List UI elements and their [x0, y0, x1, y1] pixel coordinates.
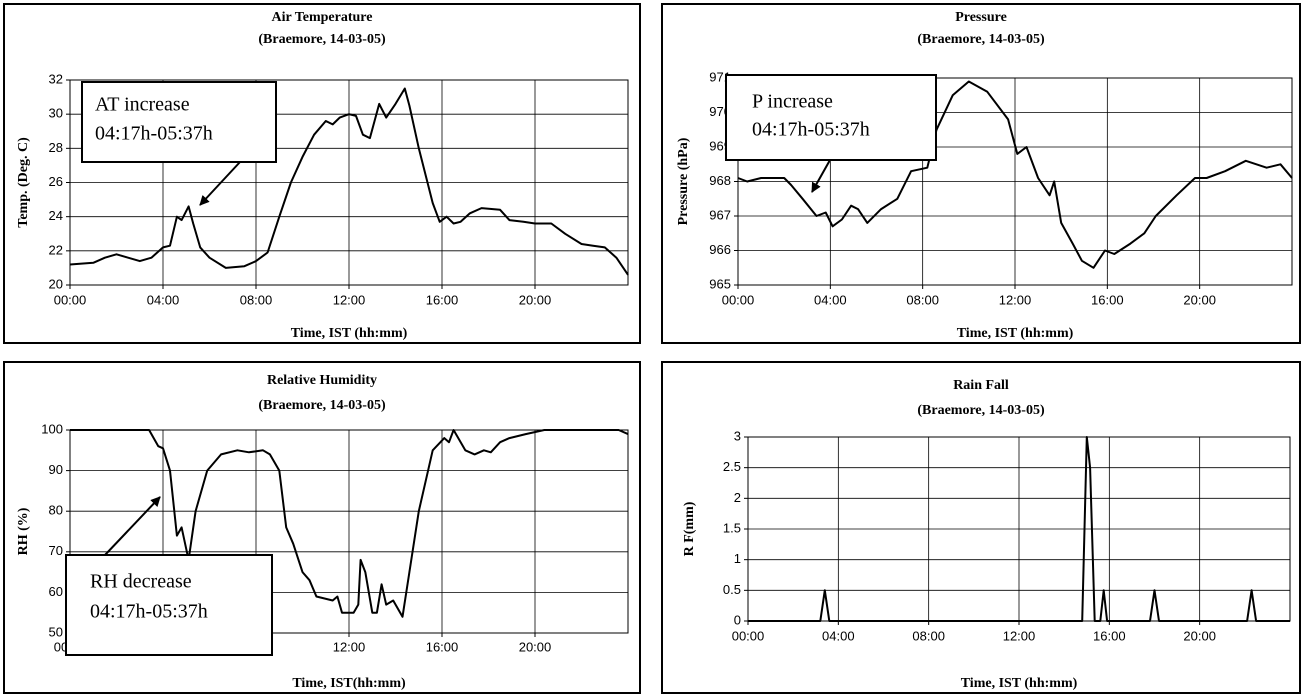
chart-subtitle: (Braemore, 14-03-05) [917, 32, 1045, 47]
y-tick-label: 968 [709, 173, 731, 188]
y-tick-label: 965 [709, 276, 731, 291]
x-tick-label: 12:00 [333, 639, 366, 654]
y-tick-label: 30 [49, 106, 63, 121]
x-tick-label: 12:00 [333, 292, 366, 307]
panel-border [3, 3, 641, 344]
x-tick-label: 00:00 [722, 292, 755, 307]
annotation-arrow [199, 161, 241, 206]
annotation-text: RH decrease [90, 571, 192, 593]
annotation-text: 04:17h-05:37h [90, 601, 208, 623]
x-tick-label: 20:00 [1183, 628, 1216, 643]
y-tick-label: 2 [734, 490, 741, 505]
annotation-text: 04:17h-05:37h [95, 123, 213, 145]
panel-border [661, 3, 1301, 344]
y-tick-label: 0.5 [723, 582, 741, 597]
x-tick-label: 16:00 [426, 292, 459, 307]
x-tick-label: 12:00 [999, 292, 1032, 307]
y-tick-label: 1 [734, 551, 741, 566]
y-tick-label: 90 [49, 462, 63, 477]
annotation-text: 04:17h-05:37h [752, 119, 870, 141]
x-tick-label: 12:00 [1003, 628, 1036, 643]
plot-area [69, 429, 629, 634]
y-tick-label: 24 [49, 208, 63, 223]
y-tick-label: 3 [734, 428, 741, 443]
chart-title: Relative Humidity [267, 373, 377, 388]
annotation-arrow [104, 496, 161, 556]
x-tick-label: 20:00 [519, 639, 552, 654]
y-tick-label: 100 [41, 421, 63, 436]
y-tick-label: 20 [49, 276, 63, 291]
annotation-box [65, 554, 273, 656]
panel-border [661, 361, 1301, 694]
y-tick-label: 1.5 [723, 520, 741, 535]
y-axis-label: Temp. (Deg. C) [16, 137, 31, 228]
x-tick-label: 04:00 [822, 628, 855, 643]
x-tick-label: 16:00 [1093, 628, 1126, 643]
y-tick-label: 966 [709, 242, 731, 257]
y-tick-label: 967 [709, 207, 731, 222]
x-tick-label: 08:00 [906, 292, 939, 307]
annotation-box [81, 81, 277, 163]
data-line [69, 87, 629, 276]
chart-subtitle: (Braemore, 14-03-05) [917, 403, 1045, 418]
annotation-text: P increase [752, 91, 833, 113]
x-tick-label: 20:00 [519, 292, 552, 307]
chart-subtitle: (Braemore, 14-03-05) [258, 32, 386, 47]
y-tick-label: 60 [49, 584, 63, 599]
y-axis-label: Pressure (hPa) [676, 137, 691, 225]
y-tick-label: 2.5 [723, 459, 741, 474]
x-tick-label: 08:00 [912, 628, 945, 643]
annotation-box [725, 74, 937, 161]
y-tick-label: 28 [49, 140, 63, 155]
y-tick-label: 80 [49, 503, 63, 518]
plot-area [69, 79, 629, 286]
x-tick-label: 00:00 [54, 292, 87, 307]
annotation-arrow [811, 159, 831, 193]
chart-title: Air Temperature [272, 10, 373, 25]
x-tick-label: 16:00 [1091, 292, 1124, 307]
x-tick-label: 16:00 [426, 639, 459, 654]
x-tick-label: 04:00 [814, 292, 847, 307]
chart-title: Rain Fall [953, 378, 1009, 393]
y-tick-label: 26 [49, 174, 63, 189]
x-tick-label: 00:00 [732, 628, 765, 643]
x-axis-label: Time, IST(hh:mm) [292, 676, 406, 691]
y-axis-label: RH (%) [16, 507, 31, 555]
y-tick-label: 22 [49, 242, 63, 257]
data-line [70, 429, 629, 618]
data-line [737, 80, 1293, 269]
data-line [748, 436, 1290, 622]
x-axis-label: Time, IST (hh:mm) [961, 676, 1078, 691]
y-tick-label: 32 [49, 71, 63, 86]
x-tick-label: 08:00 [240, 292, 273, 307]
chart-title: Pressure [955, 10, 1007, 25]
x-tick-label: 20:00 [1183, 292, 1216, 307]
y-tick-label: 70 [49, 543, 63, 558]
x-tick-label: 04:00 [147, 292, 180, 307]
x-axis-label: Time, IST (hh:mm) [291, 326, 408, 341]
plot-area [737, 77, 1293, 286]
y-axis-label: R F(mm) [682, 501, 697, 556]
chart-subtitle: (Braemore, 14-03-05) [258, 398, 386, 413]
y-tick-label: 0 [734, 612, 741, 627]
x-axis-label: Time, IST (hh:mm) [957, 326, 1074, 341]
annotation-text: AT increase [95, 94, 190, 116]
y-tick-label: 50 [49, 624, 63, 639]
